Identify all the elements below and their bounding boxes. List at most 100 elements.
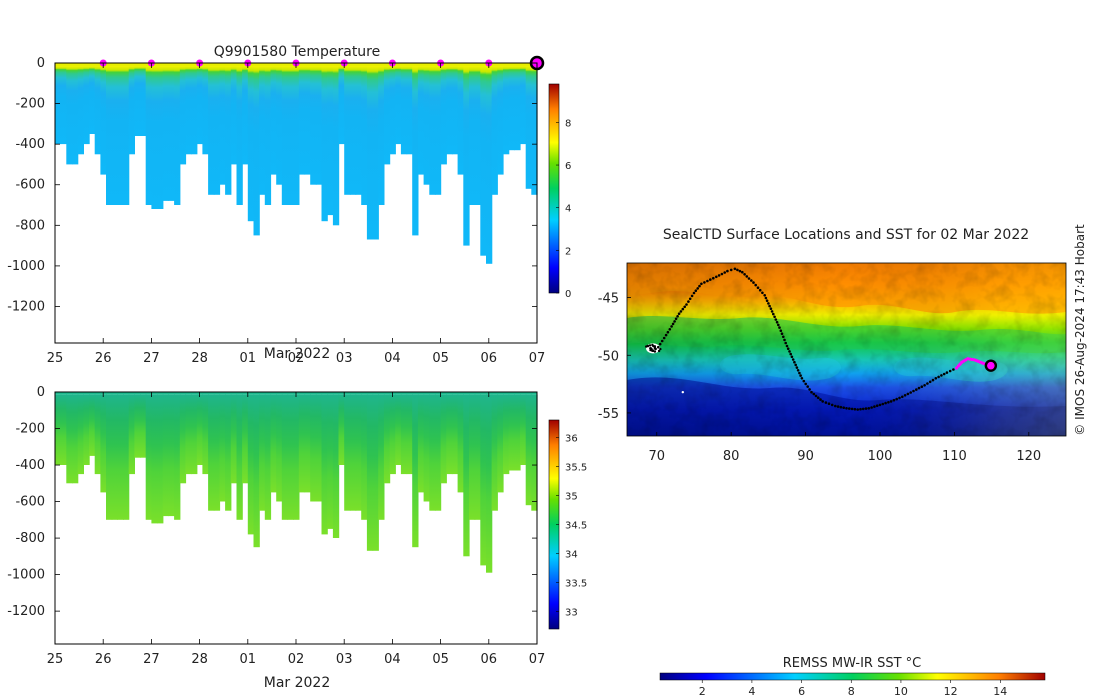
sst-colorbar-ticks: 2 4 6 8 10 12 14 <box>699 680 1007 698</box>
profile-column <box>264 394 272 520</box>
profile-column <box>89 66 96 134</box>
track-point <box>870 406 873 409</box>
profile-column <box>208 66 215 195</box>
profile-column <box>66 66 73 165</box>
track-point <box>881 402 885 406</box>
x-tick-label: 110 <box>942 449 967 464</box>
track-point <box>923 384 926 387</box>
island-marker <box>681 390 685 394</box>
track-point <box>845 407 848 410</box>
profile-column <box>134 394 141 458</box>
track-point <box>928 380 932 384</box>
y-tick-label: -800 <box>15 218 45 233</box>
profile-column <box>366 394 374 551</box>
sst-colorbar-label: REMSS MW-IR SST °C <box>783 656 922 671</box>
deployment-point <box>657 349 661 353</box>
x-tick-label: 01 <box>240 652 257 667</box>
track-point <box>859 407 862 411</box>
track-point <box>783 338 786 342</box>
track-point <box>723 271 726 274</box>
temperature-curtain <box>55 63 538 264</box>
profile-column <box>508 394 515 471</box>
profile-column <box>276 394 283 502</box>
x-tick-label: 07 <box>529 652 546 667</box>
credit-text: © IMOS 26-Aug-2024 17:43 Hobart <box>1073 224 1087 436</box>
profile-column <box>520 394 527 465</box>
track-point <box>799 374 802 377</box>
profile-column <box>491 394 498 511</box>
profile-column <box>72 66 79 165</box>
track-point <box>873 405 876 408</box>
x-tick-label: 03 <box>336 652 353 667</box>
track-point <box>700 282 703 286</box>
profile-column <box>111 394 118 520</box>
track-point <box>796 369 800 372</box>
track-point <box>666 330 670 334</box>
track-point <box>698 284 701 288</box>
profile-column <box>434 66 442 195</box>
track-point <box>952 368 955 371</box>
profile-column <box>508 66 515 151</box>
track-point <box>898 396 901 400</box>
colorbar-tick-label: 33.5 <box>565 579 587 590</box>
track-point <box>750 279 753 282</box>
profile-column <box>349 394 357 511</box>
track-point <box>681 307 685 311</box>
track-point <box>887 401 890 404</box>
track-point <box>767 302 770 305</box>
profile-column <box>361 394 368 520</box>
track-point <box>676 315 679 318</box>
profile-column <box>486 66 493 264</box>
profile-column <box>446 394 453 475</box>
track-point <box>772 312 775 316</box>
profile-column <box>344 66 351 195</box>
current-position-marker <box>984 359 998 372</box>
profile-column <box>196 66 204 145</box>
track-point <box>812 392 816 396</box>
profile-column <box>446 66 453 155</box>
profile-column <box>480 394 487 566</box>
colorbar-tick-label: 33 <box>565 608 578 619</box>
deployment-point <box>648 344 652 347</box>
profile-column <box>185 394 192 475</box>
x-tick-label: 05 <box>432 351 449 366</box>
track-point <box>712 276 715 280</box>
track-point <box>777 323 780 327</box>
profile-column <box>219 66 226 185</box>
track-point <box>779 329 783 333</box>
profile-column <box>298 394 306 493</box>
profile-column <box>480 66 487 256</box>
profile-column <box>400 394 408 475</box>
profile-column <box>77 394 84 475</box>
profile-column <box>94 394 101 475</box>
profile-column <box>525 394 532 506</box>
profile-column <box>89 394 96 456</box>
y-tick-label: -400 <box>15 458 45 473</box>
profile-column <box>338 394 345 465</box>
colorbar-tick-label: 0 <box>565 289 571 300</box>
track-point <box>696 287 699 290</box>
profile-column <box>66 394 73 484</box>
profile-column <box>327 66 334 216</box>
profile-column <box>332 394 340 538</box>
colorbar-tick-label: 35.5 <box>565 462 587 473</box>
profile-column <box>117 66 124 205</box>
x-tick-label: 02 <box>288 652 305 667</box>
track-point <box>657 345 660 349</box>
profile-column <box>514 394 521 471</box>
profile-column <box>208 394 215 511</box>
track-point <box>773 315 776 319</box>
profile-column <box>253 394 260 548</box>
profile-column <box>315 394 323 502</box>
x-tick-label: 90 <box>797 449 814 464</box>
track-point <box>889 400 893 403</box>
y-tick-label: 0 <box>37 385 45 400</box>
temperature-title: Q9901580 Temperature <box>214 44 381 60</box>
track-point <box>824 401 828 404</box>
colorbar-tick-label: 2 <box>699 685 706 698</box>
profile-column <box>145 394 152 520</box>
profile-column <box>531 394 538 511</box>
colorbar-tick-label: 12 <box>944 685 958 698</box>
profile-column <box>315 66 323 185</box>
profile-column <box>219 394 226 502</box>
